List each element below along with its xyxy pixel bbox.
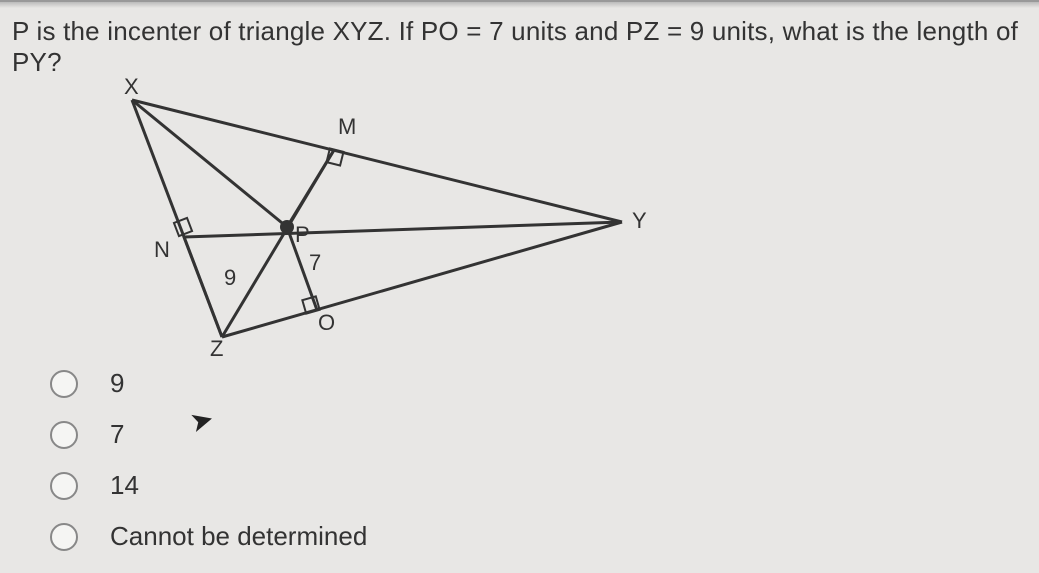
option-row[interactable]: 9 (50, 368, 1027, 399)
option-label: 14 (110, 470, 139, 501)
label-m: M (338, 114, 356, 140)
option-row[interactable]: 14 (50, 470, 1027, 501)
radio-button[interactable] (50, 370, 78, 398)
question-text: P is the incenter of triangle XYZ. If PO… (12, 16, 1027, 78)
radio-button[interactable] (50, 472, 78, 500)
option-label: 7 (110, 419, 124, 450)
label-seg-po: 7 (309, 250, 321, 276)
radio-button[interactable] (50, 523, 78, 551)
label-seg-pz: 9 (224, 265, 236, 291)
option-label: Cannot be determined (110, 521, 367, 552)
label-z: Z (210, 336, 223, 362)
option-label: 9 (110, 368, 124, 399)
label-n: N (154, 237, 170, 263)
option-row[interactable]: Cannot be determined (50, 521, 1027, 552)
label-y: Y (632, 208, 647, 234)
label-x: X (124, 74, 139, 100)
triangle-diagram: X Y Z M N O P 9 7 (72, 82, 712, 362)
label-p: P (295, 222, 310, 248)
radio-button[interactable] (50, 421, 78, 449)
options-list: 9 7 14 Cannot be determined (50, 368, 1027, 552)
label-o: O (318, 310, 335, 336)
